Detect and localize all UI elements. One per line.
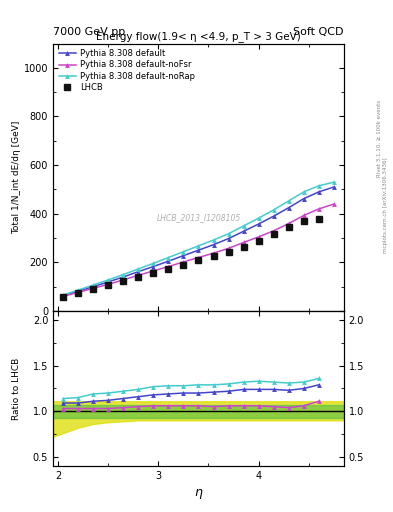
Pythia 8.308 default-noRap [136,266,141,272]
Pythia 8.308 default [196,247,201,253]
Pythia 8.308 default-noRap [226,230,231,237]
Pythia 8.308 default [61,293,66,299]
Pythia 8.308 default-noRap [121,271,126,278]
Title: Energy flow(1.9< η <4.9, p_T > 3 GeV): Energy flow(1.9< η <4.9, p_T > 3 GeV) [96,31,301,42]
Pythia 8.308 default-noRap [76,287,81,293]
Pythia 8.308 default-noRap [151,260,156,266]
Pythia 8.308 default [151,264,156,270]
Text: 7000 GeV pp: 7000 GeV pp [53,27,125,37]
Pythia 8.308 default-noRap [316,183,321,189]
Pythia 8.308 default-noFsr [331,201,336,207]
Pythia 8.308 default [286,205,291,211]
X-axis label: η: η [195,486,202,499]
Pythia 8.308 default [121,274,126,280]
Pythia 8.308 default [106,279,110,285]
Pythia 8.308 default-noRap [181,249,186,255]
Pythia 8.308 default-noFsr [76,289,81,295]
Pythia 8.308 default-noFsr [256,234,261,240]
Pythia 8.308 default-noFsr [271,228,276,234]
Line: Pythia 8.308 default-noFsr: Pythia 8.308 default-noFsr [61,202,336,299]
Pythia 8.308 default-noFsr [301,212,306,219]
Pythia 8.308 default [301,196,306,202]
Y-axis label: Total 1/N_int dE/dη [GeV]: Total 1/N_int dE/dη [GeV] [12,121,21,234]
Pythia 8.308 default-noFsr [166,264,171,270]
Pythia 8.308 default-noFsr [211,250,216,256]
Pythia 8.308 default-noRap [211,237,216,243]
Pythia 8.308 default [136,269,141,275]
Pythia 8.308 default-noRap [256,215,261,221]
Pythia 8.308 default [256,221,261,227]
Pythia 8.308 default-noFsr [226,245,231,251]
Pythia 8.308 default-noRap [241,223,246,229]
Pythia 8.308 default-noFsr [151,268,156,274]
Pythia 8.308 default [331,184,336,190]
Pythia 8.308 default-noFsr [196,254,201,261]
Pythia 8.308 default-noFsr [136,272,141,279]
Pythia 8.308 default-noFsr [316,206,321,212]
Pythia 8.308 default-noRap [106,277,110,283]
Pythia 8.308 default-noRap [61,292,66,298]
Pythia 8.308 default-noRap [196,243,201,249]
Pythia 8.308 default-noRap [331,179,336,185]
Text: LHCB_2013_I1208105: LHCB_2013_I1208105 [156,213,241,222]
Pythia 8.308 default-noFsr [241,240,246,246]
Pythia 8.308 default-noRap [166,254,171,261]
Pythia 8.308 default-noRap [286,198,291,204]
Y-axis label: Ratio to LHCB: Ratio to LHCB [12,357,21,420]
Pythia 8.308 default-noFsr [106,281,110,287]
Pythia 8.308 default [241,228,246,234]
Pythia 8.308 default [316,189,321,195]
Legend: Pythia 8.308 default, Pythia 8.308 default-noFsr, Pythia 8.308 default-noRap, LH: Pythia 8.308 default, Pythia 8.308 defau… [57,48,196,93]
Pythia 8.308 default-noFsr [61,293,66,300]
Pythia 8.308 default [166,258,171,264]
Pythia 8.308 default-noRap [271,207,276,213]
Pythia 8.308 default [181,252,186,259]
Text: Rivet 3.1.10, ≥ 100k events: Rivet 3.1.10, ≥ 100k events [377,100,382,177]
Pythia 8.308 default-noFsr [121,277,126,283]
Pythia 8.308 default [91,284,95,290]
Pythia 8.308 default [226,236,231,242]
Pythia 8.308 default-noFsr [181,259,186,265]
Pythia 8.308 default-noRap [301,189,306,195]
Pythia 8.308 default-noFsr [286,220,291,226]
Pythia 8.308 default-noRap [91,282,95,288]
Pythia 8.308 default [76,288,81,294]
Pythia 8.308 default-noFsr [91,285,95,291]
Text: Soft QCD: Soft QCD [294,27,344,37]
Line: Pythia 8.308 default: Pythia 8.308 default [61,185,336,298]
Pythia 8.308 default [271,213,276,219]
Bar [53,405,344,418]
Line: Pythia 8.308 default-noRap: Pythia 8.308 default-noRap [61,180,336,297]
Pythia 8.308 default [211,242,216,248]
Text: mcplots.cern.ch [arXiv:1306.3436]: mcplots.cern.ch [arXiv:1306.3436] [384,157,388,252]
